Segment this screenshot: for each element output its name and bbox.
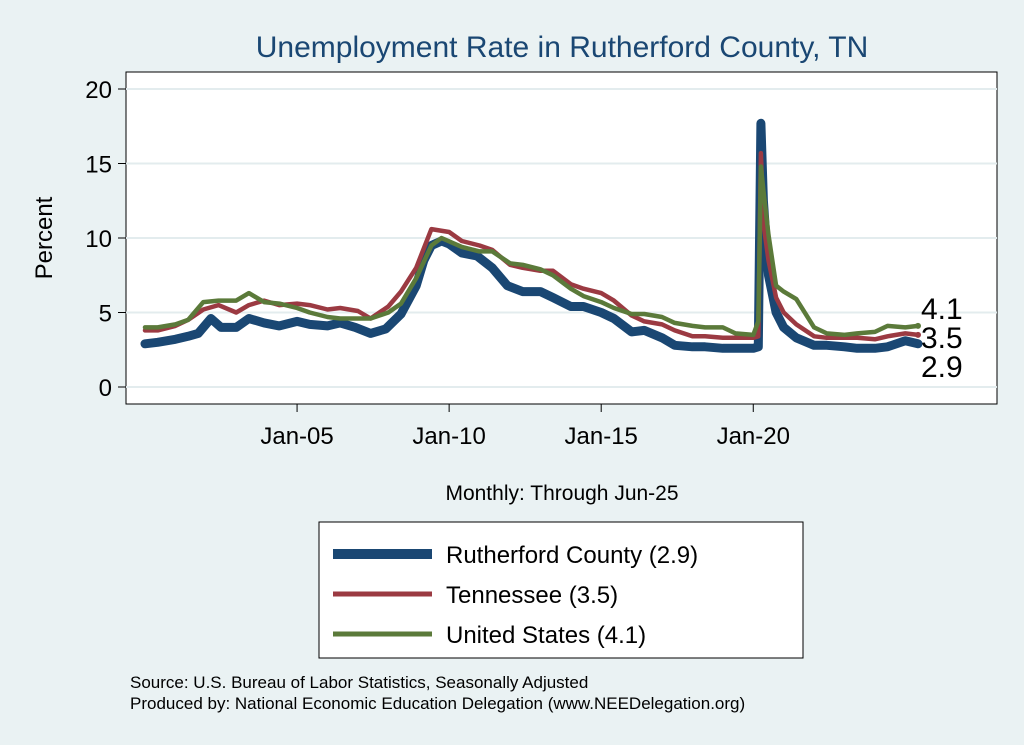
x-tick-label: Jan-20: [717, 423, 790, 450]
gridlines: [126, 88, 997, 388]
y-tick-label: 0: [99, 375, 112, 402]
series-end-marker-0: [915, 340, 921, 347]
series-end-marker-2: [915, 322, 921, 329]
legend-label-1: Tennessee (3.5): [446, 582, 618, 609]
y-axis: 0 5 10 15 20: [85, 77, 126, 402]
series-end-marker-1: [915, 331, 921, 338]
x-axis-title: Monthly: Through Jun-25: [445, 482, 678, 505]
y-tick-label: 10: [85, 226, 112, 253]
x-tick-label: Jan-10: [412, 423, 485, 450]
y-tick-label: 5: [99, 301, 112, 328]
x-axis: Jan-05 Jan-10 Jan-15 Jan-20: [260, 404, 790, 450]
series-lines: [140, 118, 923, 353]
end-labels: 2.93.54.1: [915, 293, 963, 384]
x-tick-label: Jan-15: [565, 423, 638, 450]
legend-items: Rutherford County (2.9) Tennessee (3.5) Un…: [333, 542, 698, 649]
end-value-label-1: 3.5: [921, 322, 963, 355]
end-value-label-0: 2.9: [921, 351, 963, 384]
legend-label-2: United States (4.1): [446, 622, 646, 649]
legend-label-0: Rutherford County (2.9): [446, 542, 698, 569]
series-line-2: [142, 164, 921, 338]
y-tick-label: 15: [85, 152, 112, 179]
x-tick-label: Jan-05: [260, 423, 333, 450]
end-value-label-2: 4.1: [921, 293, 963, 326]
y-tick-label: 20: [85, 77, 112, 104]
chart-title: Unemployment Rate in Rutherford County, …: [256, 31, 869, 64]
y-axis-title: Percent: [31, 196, 58, 279]
series-line-0: [140, 118, 923, 353]
legend: Rutherford County (2.9) Tennessee (3.5) Un…: [318, 521, 804, 659]
source-line: Source: U.S. Bureau of Labor Statistics,…: [130, 673, 588, 692]
producer-line: Produced by: National Economic Education…: [130, 694, 745, 713]
